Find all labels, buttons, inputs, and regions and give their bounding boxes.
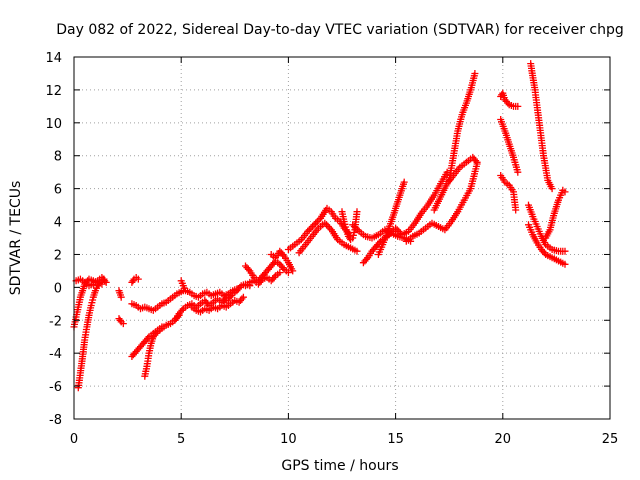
data-point	[239, 293, 247, 301]
y-tick-label: -6	[49, 380, 62, 395]
x-tick-label: 25	[602, 432, 619, 447]
x-axis-label: GPS time / hours	[281, 458, 398, 474]
y-tick-label: 14	[45, 51, 62, 66]
y-tick-label: 12	[45, 84, 62, 99]
data-point	[471, 70, 479, 77]
data-point	[400, 178, 408, 186]
data-point	[561, 247, 569, 255]
series-arc-30	[527, 60, 556, 193]
y-tick-label: 6	[54, 183, 62, 198]
y-tick-label: -8	[49, 413, 62, 428]
data-point	[119, 320, 127, 328]
y-tick-label: 8	[54, 150, 62, 165]
data-point	[315, 216, 323, 224]
series-arc-27	[497, 89, 522, 110]
y-tick-label: 10	[45, 117, 62, 132]
x-tick-label: 0	[70, 432, 78, 447]
x-tick-label: 20	[495, 432, 512, 447]
data-point	[514, 102, 522, 110]
y-axis-label: SDTVAR / TECUs	[8, 181, 24, 296]
data-point	[324, 223, 332, 230]
data-point	[276, 269, 284, 277]
data-point	[443, 168, 451, 176]
x-tick-label: 15	[387, 432, 404, 447]
series-arc-19	[338, 208, 361, 244]
series-arc-24	[402, 160, 481, 245]
series-arc-17	[284, 204, 352, 253]
grid-lines	[74, 57, 610, 419]
data-point	[393, 226, 401, 234]
plot-frame	[73, 56, 611, 420]
data-point	[473, 158, 481, 166]
tick-marks	[73, 56, 611, 420]
data-point	[472, 157, 480, 165]
data-point	[117, 293, 125, 301]
series-arc-28	[497, 116, 522, 176]
y-axis-tick-labels: -8 -6 -4 -2 0 2 4 6 8 10 12 14	[45, 51, 62, 428]
data-point	[548, 185, 556, 193]
data-point	[350, 223, 358, 230]
series-arc-5	[115, 315, 127, 328]
data-point	[101, 277, 109, 285]
series-arc-2	[74, 275, 108, 392]
series-arc-4	[115, 287, 125, 301]
x-tick-label: 10	[280, 432, 297, 447]
data-point	[561, 188, 569, 196]
data-point	[512, 206, 520, 214]
series-arc-16	[267, 247, 297, 275]
data-point	[152, 329, 160, 337]
y-tick-label: 4	[54, 216, 62, 231]
series-arc-23	[392, 168, 451, 239]
data-points	[70, 60, 569, 392]
series-arc-22	[374, 178, 408, 258]
data-point	[279, 251, 287, 258]
series-arc-15	[242, 269, 284, 290]
data-point	[284, 269, 292, 277]
y-tick-label: 0	[54, 281, 62, 296]
data-point	[514, 168, 522, 176]
data-point	[561, 260, 569, 268]
data-point	[102, 278, 110, 286]
series-arc-6	[128, 274, 142, 286]
y-tick-label: -2	[49, 314, 62, 329]
series-arc-12	[188, 293, 247, 316]
data-point	[353, 208, 361, 216]
y-tick-label: -4	[49, 347, 62, 362]
series-arc-33	[542, 186, 569, 242]
series-arc-7	[128, 287, 187, 314]
x-tick-label: 5	[177, 432, 185, 447]
x-axis-tick-labels: 0 5 10 15 20 25	[70, 432, 618, 447]
series-arc-32	[525, 221, 569, 268]
series-arc-18	[295, 219, 361, 257]
chart-title: Day 082 of 2022, Sidereal Day-to-day VTE…	[56, 22, 624, 38]
data-point	[353, 247, 361, 255]
y-tick-label: 2	[54, 248, 62, 263]
data-point	[307, 224, 315, 232]
data-point	[504, 99, 512, 107]
data-point	[116, 316, 124, 324]
series-arc-29	[497, 172, 520, 214]
data-point	[289, 267, 297, 275]
data-point	[178, 306, 186, 314]
series-arc-3	[72, 274, 110, 290]
data-point	[244, 265, 252, 273]
data-point	[134, 275, 142, 283]
data-point	[304, 227, 312, 235]
data-point	[310, 221, 318, 229]
series-arc-26	[445, 70, 479, 184]
